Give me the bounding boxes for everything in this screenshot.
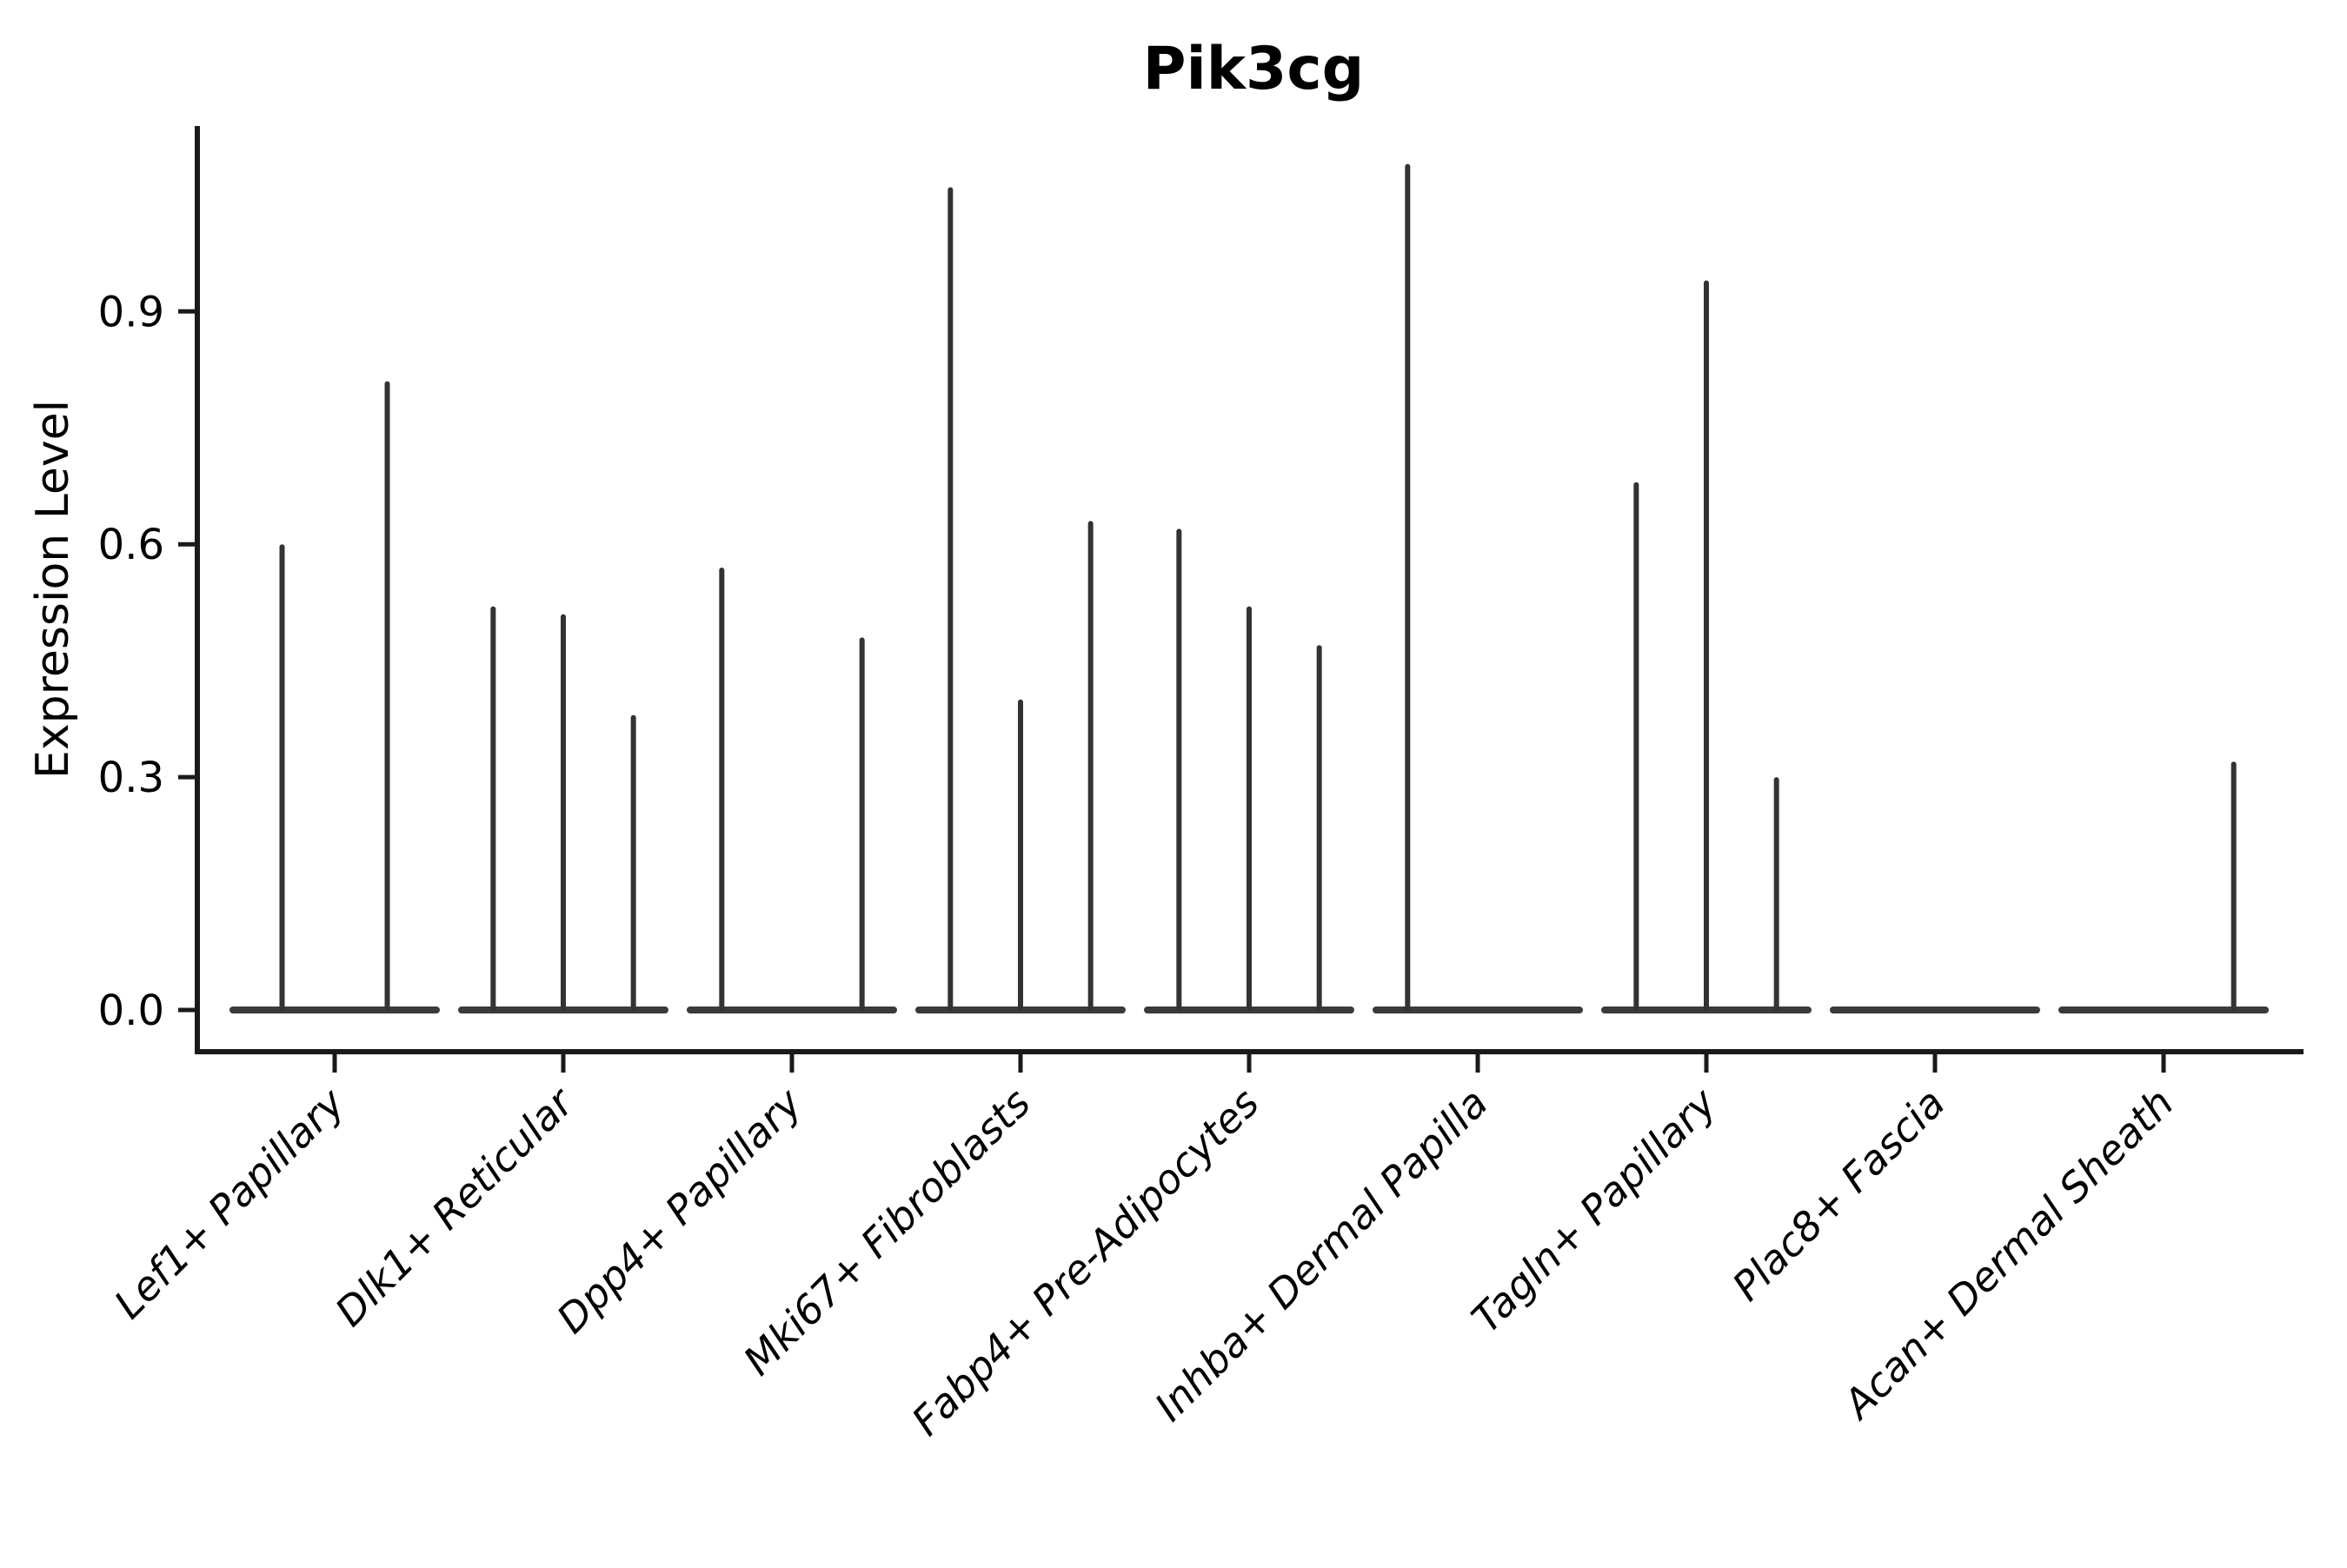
y-tick-label: 0.9 — [98, 288, 164, 336]
y-tick-label: 0.6 — [98, 521, 164, 569]
x-category-label: Dpp4+ Papillary — [548, 1079, 811, 1342]
x-category-label: Dlk1+ Reticular — [326, 1077, 584, 1335]
y-tick-label: 0.3 — [98, 754, 164, 802]
x-category-label: Tagln+ Papillary — [1462, 1079, 1725, 1342]
x-category-label: Lef1+ Papillary — [105, 1079, 354, 1327]
y-tick-label: 0.0 — [98, 987, 164, 1035]
chart-title: Pik3cg — [1143, 35, 1365, 103]
x-category-label: Plac8+ Fascia — [1723, 1080, 1953, 1310]
y-axis-label: Expression Level — [27, 400, 79, 779]
